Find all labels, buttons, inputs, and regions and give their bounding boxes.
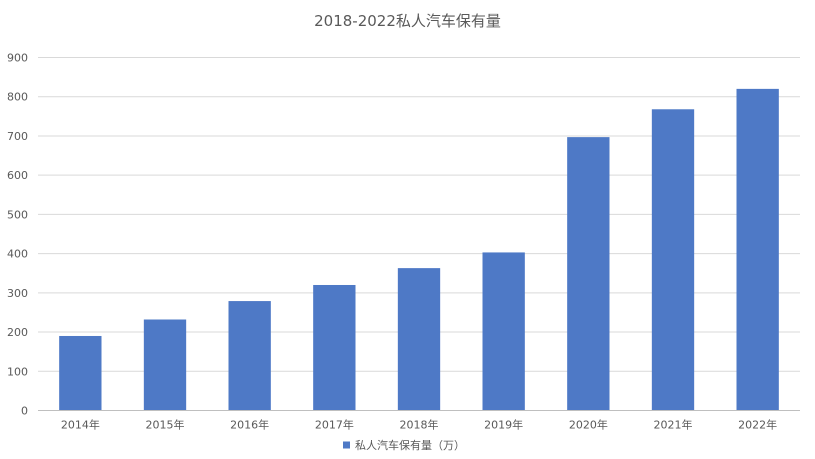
bar[interactable] — [651, 109, 695, 411]
x-tick-label: 2014年 — [61, 418, 100, 432]
y-tick-label: 600 — [7, 169, 28, 182]
bar[interactable] — [143, 319, 187, 411]
bar[interactable] — [228, 301, 271, 411]
y-tick-label: 400 — [7, 248, 28, 261]
x-tick-label: 2021年 — [654, 418, 693, 432]
chart-title: 2018-2022私人汽车保有量 — [314, 12, 501, 30]
y-axis-ticks: 0 100 200 300 400 500 600 700 800 900 — [7, 52, 28, 418]
y-tick-label: 900 — [7, 52, 28, 65]
bar[interactable] — [397, 268, 441, 411]
y-tick-label: 800 — [7, 91, 28, 104]
y-tick-label: 300 — [7, 287, 28, 300]
x-tick-label: 2018年 — [400, 418, 439, 432]
y-tick-label: 200 — [7, 326, 28, 339]
y-tick-label: 700 — [7, 130, 28, 143]
x-tick-label: 2019年 — [484, 418, 523, 432]
bar[interactable] — [567, 137, 610, 411]
bar[interactable] — [59, 335, 102, 411]
x-tick-label: 2022年 — [738, 418, 777, 432]
x-tick-label: 2015年 — [146, 418, 185, 432]
x-tick-label: 2020年 — [569, 418, 608, 432]
y-tick-label: 500 — [7, 208, 28, 221]
legend-label: 私人汽车保有量（万） — [355, 438, 465, 452]
legend[interactable]: 私人汽车保有量（万） — [343, 438, 465, 452]
bar[interactable] — [482, 252, 525, 411]
bar[interactable] — [736, 88, 779, 411]
x-tick-label: 2017年 — [315, 418, 354, 432]
x-tick-label: 2016年 — [230, 418, 269, 432]
legend-swatch — [343, 441, 350, 449]
bar[interactable] — [313, 284, 356, 411]
x-axis-ticks: 2014年 2015年 2016年 2017年 2018年 2019年 2020年 2021年… — [61, 418, 777, 432]
y-tick-label: 100 — [7, 365, 28, 378]
y-tick-label: 0 — [21, 405, 28, 418]
bars — [59, 88, 779, 411]
